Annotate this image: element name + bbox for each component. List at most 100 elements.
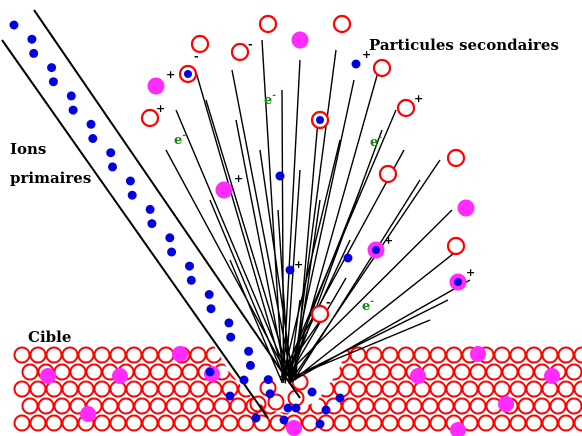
lattice-atom (527, 382, 542, 397)
electron-label: e- (264, 91, 276, 108)
lattice-atom (191, 348, 206, 363)
lattice-atom (391, 399, 406, 414)
label-primary-ions-line1: Ions (10, 140, 46, 158)
primary-ion (206, 368, 215, 377)
lattice-atom (487, 365, 502, 380)
primary-ion (252, 414, 261, 423)
primary-ion (106, 148, 115, 157)
impurity-atom (286, 420, 302, 436)
lattice-atom (431, 416, 446, 431)
secondary-ion (344, 254, 353, 263)
positive-charge: + (156, 102, 165, 115)
primary-ion (244, 347, 253, 356)
lattice-atom (399, 348, 414, 363)
lattice-atom (351, 382, 366, 397)
lattice-atom (415, 348, 430, 363)
secondary-impurity (458, 200, 475, 217)
lattice-atom (471, 365, 486, 380)
secondary-impurity (216, 182, 233, 199)
lattice-atom (95, 348, 110, 363)
lattice-atom (47, 348, 62, 363)
lattice-atom (511, 416, 526, 431)
lattice-atom (143, 416, 158, 431)
lattice-atom (367, 348, 382, 363)
lattice-atom (111, 348, 126, 363)
lattice-atom (495, 416, 510, 431)
negative-charge: - (248, 38, 253, 51)
lattice-atom (151, 365, 166, 380)
lattice-atom (71, 365, 86, 380)
lattice-atom (127, 348, 142, 363)
secondary-ion-core (454, 278, 462, 286)
lattice-atom (383, 416, 398, 431)
secondary-atom (260, 16, 276, 32)
primary-ion (316, 420, 325, 429)
lattice-atom (543, 416, 558, 431)
lattice-atom (55, 399, 70, 414)
lattice-atom (95, 416, 110, 431)
secondary-impurity (292, 32, 309, 49)
negative-charge: - (194, 50, 199, 63)
trajectory-line (290, 130, 382, 379)
lattice-atom (15, 416, 30, 431)
lattice-atom (575, 348, 582, 363)
lattice-atom (15, 348, 30, 363)
trajectory-line (291, 72, 378, 382)
electron-charge: - (378, 133, 382, 143)
lattice-atom (495, 348, 510, 363)
electron-label: e- (362, 297, 374, 314)
lattice-atom (399, 416, 414, 431)
secondary-ion (276, 172, 285, 181)
lattice-atom (543, 348, 558, 363)
lattice-atom (455, 399, 470, 414)
lattice-atom (575, 416, 582, 431)
lattice-atom (15, 382, 30, 397)
lattice-atom (463, 382, 478, 397)
lattice-atom (431, 382, 446, 397)
lattice-atom (375, 399, 390, 414)
impurity-atom (498, 396, 514, 412)
label-secondary-particles: Particules secondaires (369, 36, 559, 54)
lattice-atom (79, 382, 94, 397)
lattice-atom (551, 399, 566, 414)
primary-ion (246, 361, 255, 370)
primary-ion (336, 394, 345, 403)
primary-ion (226, 392, 235, 401)
negative-charge: - (326, 296, 331, 309)
impurity-atom (450, 422, 466, 436)
lattice-atom (527, 348, 542, 363)
lattice-atom (415, 416, 430, 431)
lattice-atom (215, 399, 230, 414)
primary-ion (280, 416, 289, 425)
impurity-atom (410, 368, 426, 384)
primary-ion (226, 333, 235, 342)
lattice-atom (31, 348, 46, 363)
label-target: Cible (28, 328, 71, 346)
secondary-ion-core (372, 246, 380, 254)
primary-ion (240, 376, 249, 385)
primary-ion (207, 304, 216, 313)
lattice-atom (183, 365, 198, 380)
secondary-ion (352, 60, 361, 69)
lattice-atom (31, 416, 46, 431)
secondary-ion-core (184, 70, 192, 78)
primary-ion (126, 177, 135, 186)
lattice-atom (343, 365, 358, 380)
lattice-atom (351, 416, 366, 431)
lattice-atom (559, 348, 574, 363)
lattice-atom (159, 416, 174, 431)
lattice-atom (407, 399, 422, 414)
positive-charge: + (294, 258, 303, 271)
lattice-atom (511, 382, 526, 397)
primary-ion (205, 290, 214, 299)
lattice-atom (127, 416, 142, 431)
secondary-trajectories (166, 40, 470, 384)
lattice-atom (567, 399, 582, 414)
lattice-atom (47, 416, 62, 431)
lattice-atom (391, 365, 406, 380)
lattice-atom (375, 365, 390, 380)
lattice-atom (519, 365, 534, 380)
primary-ion (322, 406, 331, 415)
lattice-atom (479, 382, 494, 397)
